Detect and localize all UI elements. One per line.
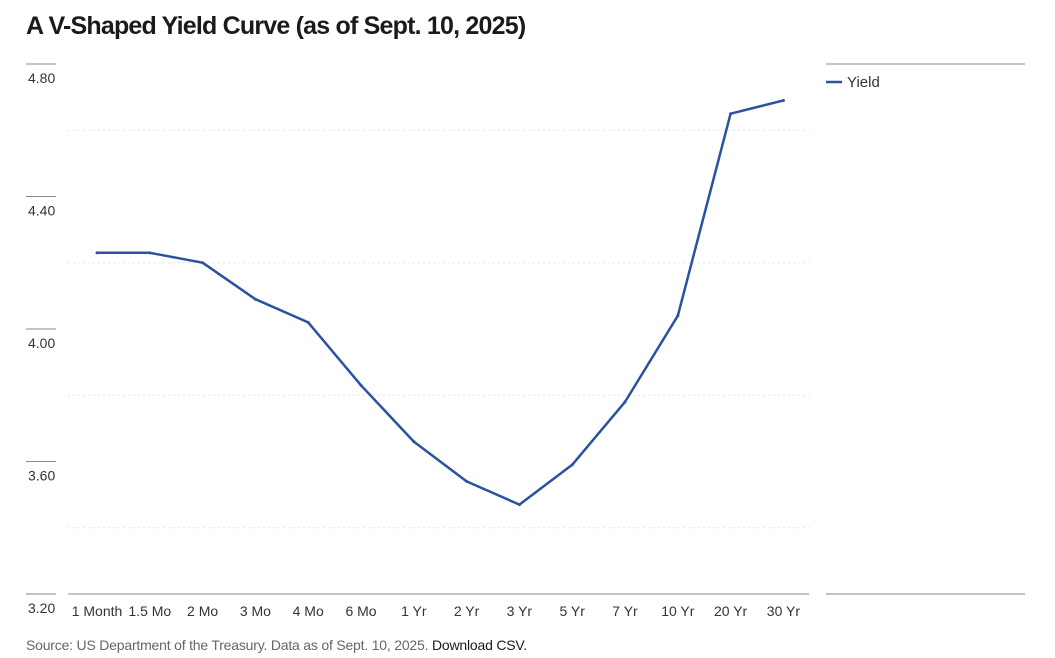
data-point-11	[676, 314, 680, 318]
y-tick-label-1: 4.40	[28, 203, 55, 219]
data-point-13	[781, 98, 785, 102]
x-tick-label-2: 2 Mo	[187, 603, 218, 619]
data-point-7	[465, 479, 469, 483]
data-point-12	[729, 112, 733, 116]
axis-lines	[26, 63, 1025, 595]
x-tick-label-11: 10 Yr	[661, 603, 695, 619]
x-tick-label-12: 20 Yr	[714, 603, 748, 619]
data-point-8	[517, 503, 521, 507]
source-text: Source: US Department of the Treasury. D…	[26, 637, 429, 653]
grid-lines	[68, 129, 809, 529]
x-tick-labels: 1 Month 1.5 Mo 2 Mo 3 Mo 4 Mo 6 Mo 1 Yr 2 Yr 3 Y…	[72, 603, 801, 619]
y-tick-label-3: 3.60	[28, 468, 55, 484]
yield-curve-chart: 4.80 4.40 4.00 3.60 3.20 1 Month 1.5 Mo 2 Mo 3 …	[26, 63, 1025, 619]
x-tick-label-3: 3 Mo	[240, 603, 271, 619]
x-tick-label-4: 4 Mo	[293, 603, 324, 619]
series-lines	[95, 98, 785, 507]
x-tick-label-1: 1.5 Mo	[128, 603, 171, 619]
x-tick-label-13: 30 Yr	[767, 603, 801, 619]
x-tick-label-10: 7 Yr	[612, 603, 638, 619]
legend: Yield	[826, 74, 880, 91]
data-point-9	[570, 463, 574, 467]
data-point-3	[253, 297, 257, 301]
chart-title: A V-Shaped Yield Curve (as of Sept. 10, …	[26, 12, 526, 40]
data-point-6	[412, 440, 416, 444]
x-tick-label-5: 6 Mo	[345, 603, 376, 619]
data-point-10	[623, 400, 627, 404]
x-tick-label-0: 1 Month	[72, 603, 123, 619]
x-tick-label-8: 3 Yr	[507, 603, 533, 619]
data-point-2	[201, 261, 205, 265]
y-tick-label-0: 4.80	[28, 70, 55, 86]
y-tick-label-2: 4.00	[28, 335, 55, 351]
x-tick-label-9: 5 Yr	[559, 603, 585, 619]
series-line-0	[95, 99, 785, 506]
data-point-1	[148, 251, 152, 255]
x-tick-label-6: 1 Yr	[401, 603, 427, 619]
source-note: Source: US Department of the Treasury. D…	[26, 637, 527, 653]
data-point-0	[95, 251, 99, 255]
data-point-5	[359, 383, 363, 387]
y-tick-labels: 4.80 4.40 4.00 3.60 3.20	[28, 70, 55, 616]
legend-label: Yield	[847, 74, 880, 91]
data-point-4	[306, 320, 310, 324]
x-tick-label-7: 2 Yr	[454, 603, 480, 619]
download-csv-link[interactable]: Download CSV.	[432, 637, 527, 653]
y-tick-label-4: 3.20	[28, 600, 55, 616]
